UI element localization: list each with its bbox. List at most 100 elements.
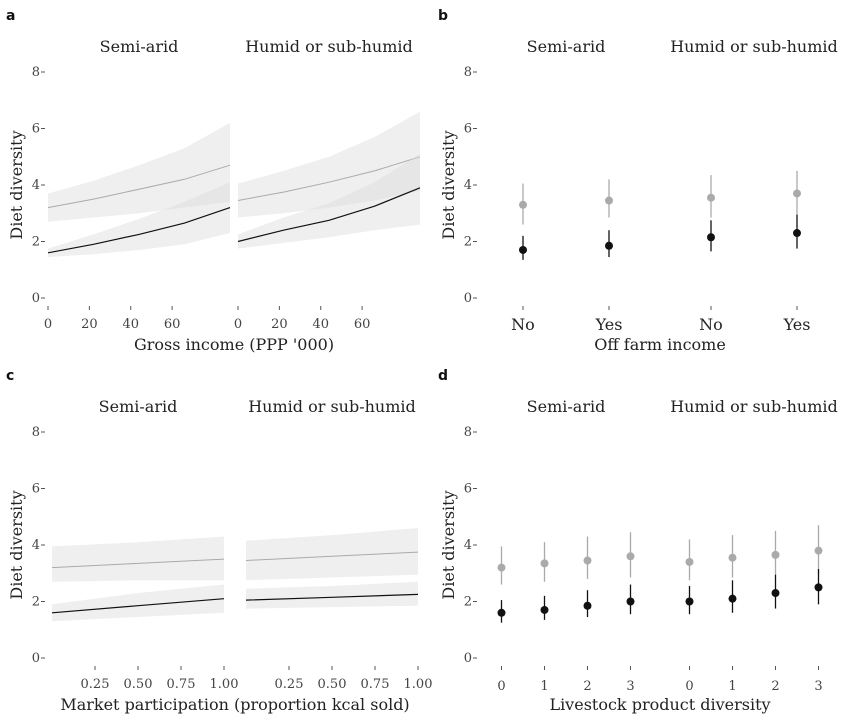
x-tick-label: 60: [354, 317, 371, 332]
data-point: [707, 193, 715, 202]
panel-label: c: [6, 368, 14, 384]
x-tick-label: 1: [540, 679, 548, 694]
panel-label: b: [438, 8, 448, 24]
confidence-band: [246, 581, 418, 609]
data-point: [583, 601, 592, 610]
y-tick-label: 8: [32, 425, 40, 440]
x-tick-label: 0.50: [318, 677, 347, 692]
confidence-band: [238, 111, 420, 218]
data-point: [583, 556, 592, 565]
y-axis-title: Diet diversity: [439, 490, 458, 599]
facet-title: Semi-arid: [527, 397, 606, 416]
x-tick-label: 0: [685, 679, 693, 694]
data-point: [626, 552, 635, 561]
x-tick-label: No: [699, 315, 723, 334]
series-line: [47, 164, 231, 209]
panel-label: d: [438, 368, 448, 384]
facet-title: Humid or sub-humid: [248, 397, 416, 416]
y-axis-title: Diet diversity: [7, 490, 26, 599]
facet-title: Humid or sub-humid: [670, 37, 838, 56]
y-tick-label: 0: [464, 291, 472, 306]
y-tick-label: 8: [464, 425, 472, 440]
x-tick-label: Yes: [783, 315, 811, 334]
confidence-band: [246, 528, 418, 581]
data-point: [814, 546, 823, 555]
y-tick-label: 6: [32, 482, 40, 497]
series-line: [245, 551, 419, 561]
series-line: [237, 187, 421, 243]
x-tick-label: 40: [312, 317, 329, 332]
data-point: [685, 557, 694, 566]
x-tick-label: 2: [771, 679, 779, 694]
y-tick-label: 0: [32, 651, 40, 666]
x-tick-label: 0.25: [81, 677, 110, 692]
facet-title: Humid or sub-humid: [245, 37, 413, 56]
data-point: [728, 594, 737, 603]
confidence-band: [48, 182, 230, 257]
data-point: [540, 605, 549, 614]
x-axis-title: Off farm income: [594, 335, 726, 354]
x-tick-label: 1.00: [404, 677, 433, 692]
confidence-band: [238, 153, 420, 249]
data-point: [519, 245, 527, 254]
series-line: [237, 156, 421, 201]
data-point: [685, 597, 694, 606]
series-line: [51, 598, 225, 614]
data-point: [519, 200, 527, 209]
x-tick-label: 0: [497, 679, 505, 694]
x-tick-label: 0: [44, 317, 52, 332]
facet-title: Humid or sub-humid: [670, 397, 838, 416]
x-tick-label: 0.50: [124, 677, 153, 692]
data-point: [728, 553, 737, 562]
data-point: [707, 233, 715, 242]
x-tick-label: 0.75: [167, 677, 196, 692]
data-point: [605, 196, 613, 205]
x-tick-label: 3: [626, 679, 634, 694]
x-tick-label: 20: [271, 317, 288, 332]
y-tick-label: 0: [464, 651, 472, 666]
y-tick-label: 2: [32, 595, 40, 610]
y-tick-label: 8: [32, 65, 40, 80]
x-tick-label: 20: [81, 317, 98, 332]
y-tick-label: 2: [464, 595, 472, 610]
data-point: [540, 559, 549, 568]
y-tick-label: 6: [32, 122, 40, 137]
y-axis-title: Diet diversity: [439, 130, 458, 239]
facet-title: Semi-arid: [100, 37, 179, 56]
y-axis-title: Diet diversity: [7, 130, 26, 239]
x-tick-label: 0: [234, 317, 242, 332]
data-point: [771, 550, 780, 559]
x-tick-label: 3: [814, 679, 822, 694]
x-tick-label: 40: [122, 317, 139, 332]
x-tick-label: 1.00: [210, 677, 239, 692]
facet-title: Semi-arid: [527, 37, 606, 56]
data-point: [626, 597, 635, 606]
data-point: [793, 229, 801, 238]
panel-label: a: [6, 8, 15, 24]
x-tick-label: No: [511, 315, 535, 334]
y-tick-label: 2: [464, 235, 472, 250]
x-tick-label: 1: [728, 679, 736, 694]
data-point: [814, 583, 823, 592]
y-tick-label: 8: [464, 65, 472, 80]
facet-title: Semi-arid: [99, 397, 178, 416]
x-tick-label: 2: [583, 679, 591, 694]
y-tick-label: 4: [464, 178, 472, 193]
y-tick-label: 2: [32, 235, 40, 250]
confidence-band: [52, 536, 224, 582]
confidence-band: [52, 584, 224, 622]
data-point: [793, 189, 801, 198]
x-tick-label: Yes: [595, 315, 623, 334]
confidence-band: [48, 122, 230, 222]
data-point: [605, 241, 613, 250]
y-tick-label: 4: [464, 538, 472, 553]
y-tick-label: 6: [464, 122, 472, 137]
y-tick-label: 4: [32, 538, 40, 553]
data-point: [771, 589, 780, 598]
y-tick-label: 0: [32, 291, 40, 306]
data-point: [497, 608, 506, 617]
x-tick-label: 0.75: [361, 677, 390, 692]
y-tick-label: 4: [32, 178, 40, 193]
x-tick-label: 0.25: [275, 677, 304, 692]
